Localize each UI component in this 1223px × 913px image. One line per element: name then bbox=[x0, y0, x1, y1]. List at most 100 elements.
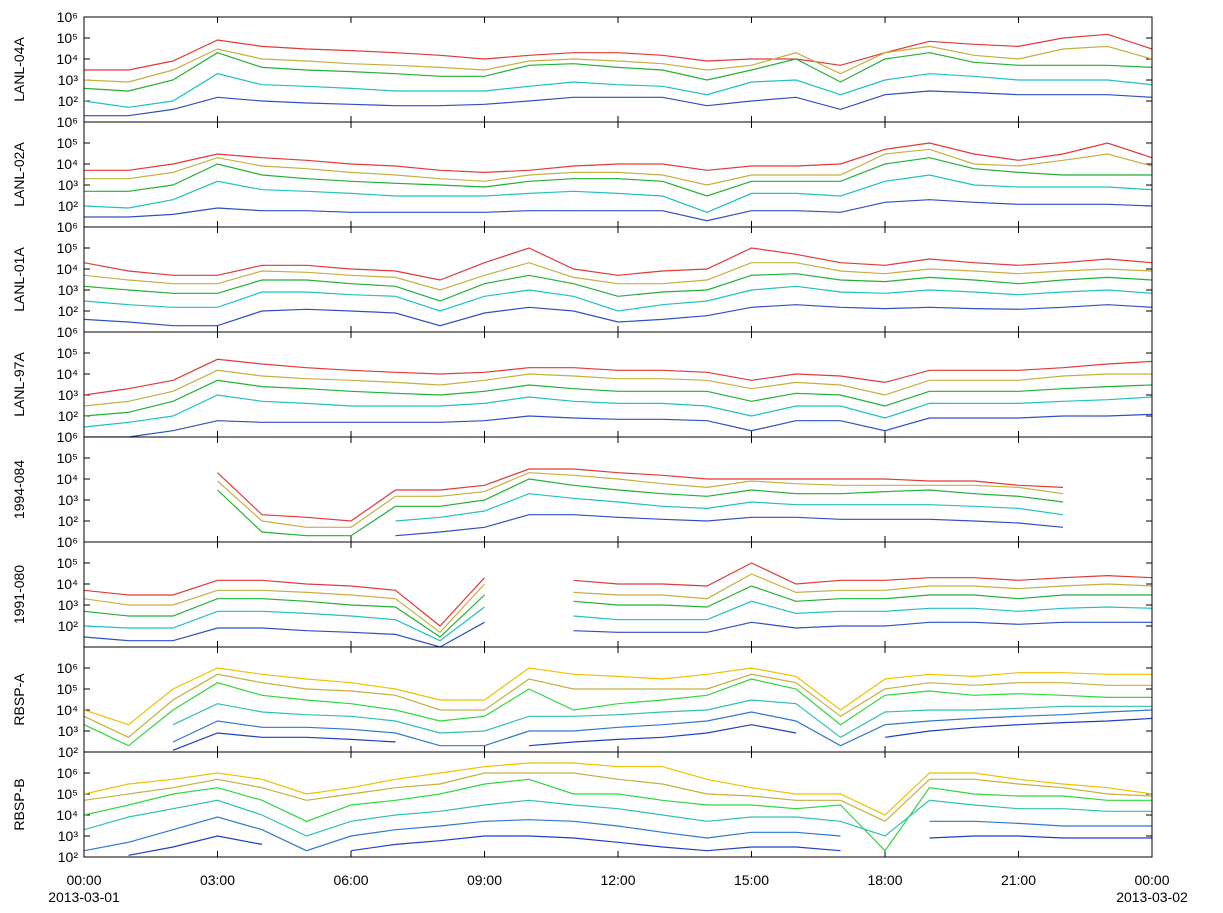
y-tick-label: 10⁴ bbox=[56, 51, 78, 67]
series-line bbox=[217, 478, 1064, 537]
series-line bbox=[84, 673, 1152, 739]
series-line bbox=[395, 493, 1064, 522]
y-tick-label: 10⁵ bbox=[57, 555, 78, 571]
series-line bbox=[84, 772, 1152, 823]
series-line bbox=[172, 709, 1152, 747]
x-tick-label: 00:00 bbox=[66, 872, 101, 888]
y-tick-label: 10⁶ bbox=[57, 765, 78, 781]
series-line bbox=[84, 148, 1152, 186]
panel-frame bbox=[83, 16, 1153, 123]
series-line bbox=[84, 379, 1152, 417]
series-line bbox=[84, 285, 1152, 312]
series-line bbox=[84, 262, 1152, 291]
series-line bbox=[84, 157, 1152, 197]
series-line bbox=[84, 413, 1152, 437]
series-group bbox=[217, 468, 1064, 537]
series-line bbox=[84, 762, 1152, 816]
y-axis-label: 1994-084 bbox=[11, 460, 27, 519]
series-line bbox=[84, 142, 1152, 174]
series-group bbox=[84, 667, 1152, 751]
series-line bbox=[84, 667, 1152, 726]
panel-frame bbox=[83, 646, 1153, 753]
series-group bbox=[84, 762, 1152, 856]
y-tick-label: 10⁶ bbox=[57, 660, 78, 676]
x-tick-label: 06:00 bbox=[333, 872, 368, 888]
y-tick-label: 10³ bbox=[58, 177, 79, 193]
y-tick-label: 10⁴ bbox=[56, 807, 78, 823]
series-line bbox=[84, 273, 1152, 302]
series-line bbox=[84, 45, 1152, 83]
y-tick-label: 10⁴ bbox=[56, 471, 78, 487]
y-tick-label: 10⁶ bbox=[57, 429, 78, 445]
y-tick-label: 10³ bbox=[58, 492, 79, 508]
series-line bbox=[84, 304, 1152, 327]
series-line bbox=[395, 514, 1064, 537]
series-line bbox=[128, 835, 1152, 856]
y-tick-label: 10⁴ bbox=[56, 261, 78, 277]
series-line bbox=[84, 621, 1152, 647]
series-group bbox=[84, 142, 1152, 222]
series-line bbox=[84, 369, 1152, 407]
y-tick-label: 10² bbox=[58, 408, 79, 424]
series-group bbox=[84, 33, 1152, 117]
x-tick-label: 03:00 bbox=[200, 872, 235, 888]
y-tick-label: 10³ bbox=[58, 597, 79, 613]
series-line bbox=[84, 799, 1152, 837]
x-tick-label: 00:00 bbox=[1134, 872, 1169, 888]
y-tick-label: 10³ bbox=[58, 387, 79, 403]
series-line bbox=[84, 90, 1152, 117]
series-line bbox=[217, 472, 1064, 528]
y-tick-label: 10⁵ bbox=[57, 30, 78, 46]
y-tick-label: 10⁶ bbox=[57, 324, 78, 340]
y-axis-label: LANL-02A bbox=[11, 142, 27, 207]
series-line bbox=[84, 394, 1152, 428]
y-tick-label: 10² bbox=[58, 93, 79, 109]
series-line bbox=[84, 247, 1152, 281]
panel-frame bbox=[83, 751, 1153, 858]
series-line bbox=[172, 699, 1152, 739]
series-line bbox=[84, 778, 1152, 852]
y-tick-label: 10⁶ bbox=[57, 219, 78, 235]
y-tick-label: 10⁵ bbox=[57, 345, 78, 361]
y-tick-label: 10⁶ bbox=[57, 114, 78, 130]
y-tick-label: 10² bbox=[58, 303, 79, 319]
y-tick-label: 10⁴ bbox=[56, 156, 78, 172]
y-tick-label: 10⁶ bbox=[57, 9, 78, 25]
x-tick-label: 21:00 bbox=[1001, 872, 1036, 888]
series-line bbox=[84, 562, 1152, 627]
y-tick-label: 10³ bbox=[58, 282, 79, 298]
y-tick-label: 10⁶ bbox=[57, 534, 78, 550]
series-line bbox=[84, 600, 1152, 642]
y-tick-label: 10⁴ bbox=[56, 366, 78, 382]
y-tick-label: 10³ bbox=[58, 723, 79, 739]
y-axis-label: RBSP-B bbox=[11, 778, 27, 830]
series-line bbox=[172, 717, 1152, 751]
series-line bbox=[84, 816, 1152, 852]
y-tick-label: 10² bbox=[58, 849, 79, 865]
y-tick-label: 10³ bbox=[58, 72, 79, 88]
x-tick-label: 15:00 bbox=[734, 872, 769, 888]
y-tick-label: 10⁵ bbox=[57, 450, 78, 466]
series-line bbox=[84, 52, 1152, 92]
y-axis-label: 1991-080 bbox=[11, 565, 27, 624]
y-tick-label: 10² bbox=[58, 618, 79, 634]
y-axis-label: LANL-04A bbox=[11, 37, 27, 102]
series-line bbox=[84, 174, 1152, 213]
y-tick-label: 10³ bbox=[58, 828, 79, 844]
x-tick-label: 09:00 bbox=[467, 872, 502, 888]
y-tick-label: 10² bbox=[58, 198, 79, 214]
series-line bbox=[84, 573, 1152, 634]
series-group bbox=[84, 358, 1152, 437]
series-line bbox=[84, 199, 1152, 222]
series-line bbox=[84, 358, 1152, 396]
y-axis-label: LANL-97A bbox=[11, 352, 27, 417]
x-tick-label: 18:00 bbox=[867, 872, 902, 888]
y-tick-label: 10⁵ bbox=[57, 135, 78, 151]
series-line bbox=[217, 468, 1064, 522]
y-tick-label: 10⁵ bbox=[57, 786, 78, 802]
series-line bbox=[84, 73, 1152, 108]
series-line bbox=[84, 585, 1152, 638]
y-axis-label: RBSP-A bbox=[11, 673, 27, 726]
series-group bbox=[84, 562, 1152, 647]
